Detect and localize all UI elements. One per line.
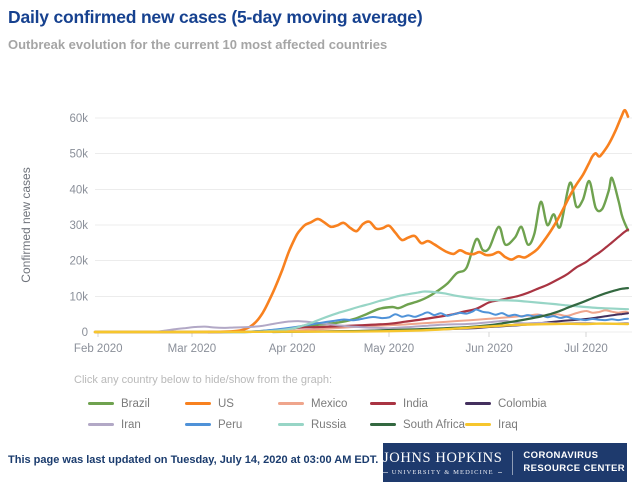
legend-swatch bbox=[185, 423, 211, 426]
y-axis-tick-label: 10k bbox=[69, 291, 88, 303]
y-axis-tick-label: 0 bbox=[82, 327, 88, 339]
legend-swatch bbox=[88, 402, 114, 405]
x-axis-tick-label: Feb 2020 bbox=[74, 343, 123, 355]
page-title: Daily confirmed new cases (5-day moving … bbox=[8, 7, 423, 27]
legend-item-iraq[interactable]: Iraq bbox=[465, 419, 628, 431]
x-axis-tick-label: Apr 2020 bbox=[269, 343, 316, 355]
series-line-us[interactable] bbox=[93, 108, 630, 334]
legend-item-brazil[interactable]: Brazil bbox=[88, 398, 185, 410]
crc-block: CORONAVIRUS RESOURCE CENTER bbox=[513, 450, 633, 475]
y-axis-tick-label: 50k bbox=[69, 149, 88, 161]
legend-label: Colombia bbox=[498, 397, 547, 410]
x-axis-tick-label: Jul 2020 bbox=[564, 343, 607, 355]
last-updated-text: This page was last updated on Tuesday, J… bbox=[8, 454, 379, 466]
crc-line-1: CORONAVIRUS bbox=[523, 450, 599, 462]
chart-legend: Brazil US Mexico India Colombia Iran Peru Russi… bbox=[88, 393, 628, 435]
series-line-peru[interactable] bbox=[236, 308, 629, 333]
legend-label: Mexico bbox=[311, 397, 348, 410]
y-axis-tick-label: 60k bbox=[69, 113, 88, 125]
legend-item-us[interactable]: US bbox=[185, 398, 278, 410]
y-axis-title: Confirmed new cases bbox=[19, 167, 33, 282]
chart-canvas[interactable]: 0 10k 20k 30k 40k 50k 60k Confirmed new cases Fe… bbox=[0, 95, 640, 357]
legend-swatch bbox=[278, 402, 304, 405]
legend-item-iran[interactable]: Iran bbox=[88, 419, 185, 431]
series-line-iraq[interactable] bbox=[93, 322, 630, 334]
logo-rule-right bbox=[497, 471, 503, 473]
jhu-logo-left: JOHNS HOPKINS UNIVERSITY & MEDICINE bbox=[377, 450, 512, 476]
series-line-russia[interactable] bbox=[249, 290, 630, 334]
logo-rule-left bbox=[383, 471, 388, 473]
series-line-india[interactable] bbox=[207, 228, 630, 334]
legend-label: Iraq bbox=[498, 418, 518, 431]
jhu-university-line: UNIVERSITY & MEDICINE bbox=[383, 468, 503, 476]
y-axis-tick-label: 40k bbox=[69, 184, 88, 196]
logo-divider bbox=[512, 450, 514, 475]
page-subtitle: Outbreak evolution for the current 10 mo… bbox=[8, 37, 388, 52]
x-axis-tick-label: May 2020 bbox=[364, 343, 415, 355]
legend-item-mexico[interactable]: Mexico bbox=[278, 398, 370, 410]
legend-label: Russia bbox=[311, 418, 347, 431]
series-line-brazil[interactable] bbox=[93, 176, 630, 334]
jhu-wordmark: JOHNS HOPKINS bbox=[383, 449, 503, 466]
legend-item-south-africa[interactable]: South Africa bbox=[370, 419, 465, 431]
legend-item-russia[interactable]: Russia bbox=[278, 419, 370, 431]
x-axis-tick-label: Jun 2020 bbox=[465, 343, 512, 355]
y-axis-tick-label: 20k bbox=[69, 256, 88, 268]
x-axis-tick-label: Mar 2020 bbox=[168, 343, 217, 355]
legend-swatch bbox=[370, 423, 396, 426]
y-axis-tick-label: 30k bbox=[69, 220, 88, 232]
legend-label: Brazil bbox=[121, 397, 150, 410]
legend-item-india[interactable]: India bbox=[370, 398, 465, 410]
legend-label: US bbox=[218, 397, 234, 410]
legend-swatch bbox=[465, 402, 491, 405]
legend-label: India bbox=[403, 397, 428, 410]
legend-item-colombia[interactable]: Colombia bbox=[465, 398, 628, 410]
legend-item-peru[interactable]: Peru bbox=[185, 419, 278, 431]
legend-hint: Click any country below to hide/show fro… bbox=[74, 374, 333, 386]
legend-swatch bbox=[370, 402, 396, 405]
legend-label: South Africa bbox=[403, 418, 466, 431]
legend-label: Peru bbox=[218, 418, 243, 431]
legend-swatch bbox=[185, 402, 211, 405]
legend-swatch bbox=[465, 423, 491, 426]
legend-swatch bbox=[88, 423, 114, 426]
jhu-crc-logo[interactable]: JOHNS HOPKINS UNIVERSITY & MEDICINE CORO… bbox=[383, 443, 627, 482]
legend-swatch bbox=[278, 423, 304, 426]
jhu-university-text: UNIVERSITY & MEDICINE bbox=[391, 468, 494, 476]
legend-label: Iran bbox=[121, 418, 141, 431]
crc-line-2: RESOURCE CENTER bbox=[523, 462, 625, 474]
